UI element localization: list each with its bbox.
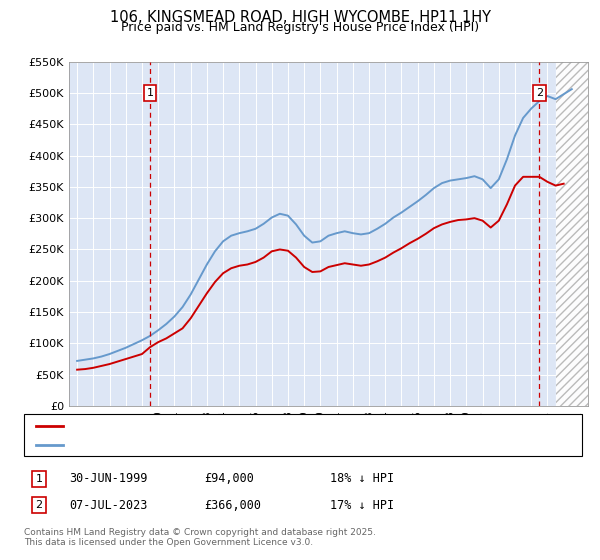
Text: 106, KINGSMEAD ROAD, HIGH WYCOMBE, HP11 1HY: 106, KINGSMEAD ROAD, HIGH WYCOMBE, HP11 … [110, 10, 491, 25]
Text: 17% ↓ HPI: 17% ↓ HPI [330, 498, 394, 512]
Text: £366,000: £366,000 [204, 498, 261, 512]
Text: 30-JUN-1999: 30-JUN-1999 [69, 472, 148, 486]
Bar [556, 62, 596, 406]
Text: 2: 2 [35, 500, 43, 510]
Bar [556, 62, 588, 406]
Text: 18% ↓ HPI: 18% ↓ HPI [330, 472, 394, 486]
Text: 106, KINGSMEAD ROAD, HIGH WYCOMBE, HP11 1HY (semi-detached house): 106, KINGSMEAD ROAD, HIGH WYCOMBE, HP11 … [69, 421, 464, 431]
Text: £94,000: £94,000 [204, 472, 254, 486]
Text: 1: 1 [35, 474, 43, 484]
Text: 07-JUL-2023: 07-JUL-2023 [69, 498, 148, 512]
Text: 1: 1 [146, 88, 154, 98]
Text: HPI: Average price, semi-detached house, Buckinghamshire: HPI: Average price, semi-detached house,… [69, 440, 381, 450]
Text: 2: 2 [536, 88, 543, 98]
Text: Contains HM Land Registry data © Crown copyright and database right 2025.
This d: Contains HM Land Registry data © Crown c… [24, 528, 376, 547]
Text: Price paid vs. HM Land Registry's House Price Index (HPI): Price paid vs. HM Land Registry's House … [121, 21, 479, 34]
